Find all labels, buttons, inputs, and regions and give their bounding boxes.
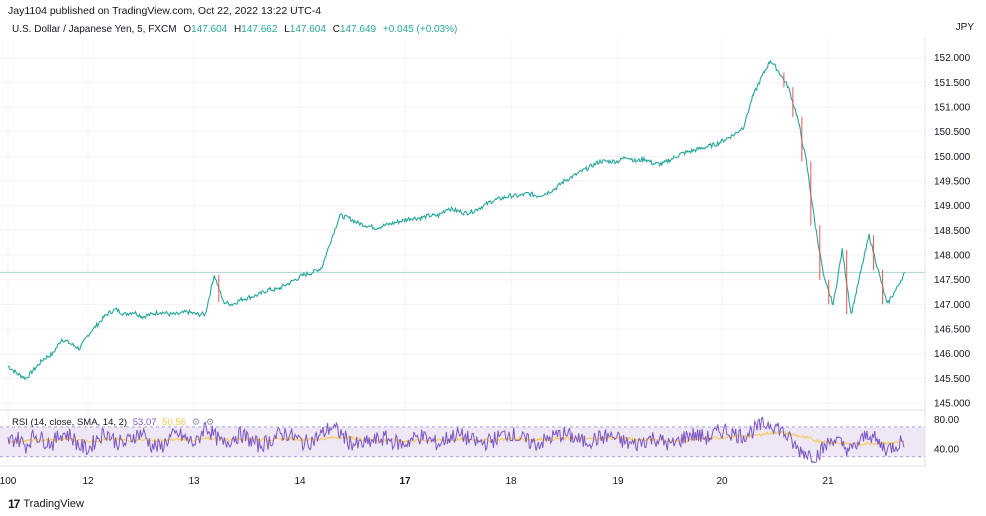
rsi-value: 53.07 — [132, 417, 157, 428]
time-tick-label: 18 — [505, 476, 517, 487]
low-label: L — [284, 24, 290, 35]
time-tick-label: 12 — [82, 476, 94, 487]
price-line — [7, 59, 906, 381]
price-tick-label: 149.500 — [934, 177, 971, 188]
price-tick-label: 148.000 — [934, 251, 971, 262]
rsi-tick-label: 80.00 — [934, 415, 959, 426]
published-caption: Jay1104 published on TradingView.com, Oc… — [8, 5, 322, 17]
rsi-legend: RSI (14, close, SMA, 14, 2) 53.07 50.56 … — [12, 417, 214, 428]
price-tick-label: 145.000 — [934, 399, 971, 410]
settings-icon[interactable]: ⚙ — [191, 417, 201, 428]
time-tick-label: 13 — [188, 476, 200, 487]
price-tick-label: 151.000 — [934, 103, 971, 114]
price-tick-label: 146.500 — [934, 325, 971, 336]
price-tick-label: 145.500 — [934, 374, 971, 385]
y-axis-ticks: 152.000 151.500 151.000 150.500 150.000 149.5… — [934, 53, 971, 455]
rsi-sma-line — [7, 430, 904, 447]
price-tick-label: 146.000 — [934, 349, 971, 360]
time-tick-label: 21 — [822, 476, 834, 487]
open-label: O — [183, 24, 192, 35]
time-tick-label: 100 — [0, 476, 17, 487]
rsi-tick-label: 40.00 — [934, 445, 959, 456]
open-value: 147.604 — [191, 24, 228, 35]
high-label: H — [234, 24, 242, 35]
price-tick-label: 152.000 — [934, 53, 971, 64]
currency-label: JPY — [955, 22, 974, 33]
settings-icon[interactable]: ⚙ — [205, 417, 215, 428]
price-series — [7, 59, 906, 381]
rsi-sma-value: 50.56 — [162, 417, 186, 428]
symbol-legend: U.S. Dollar / Japanese Yen, 5, FXCM O147… — [12, 24, 457, 35]
grid-lines — [0, 38, 925, 464]
price-tick-label: 151.500 — [934, 78, 971, 89]
change-value: +0.045 (+0.03%) — [382, 24, 458, 35]
price-tick-label: 148.500 — [934, 226, 971, 237]
price-tick-label: 149.000 — [934, 201, 971, 212]
rsi-series — [7, 416, 905, 464]
time-tick-label: 17 — [399, 476, 411, 487]
rsi-label: RSI (14, close, SMA, 14, 2) — [12, 417, 128, 428]
symbol-name: U.S. Dollar / Japanese Yen, 5, FXCM — [12, 24, 177, 35]
price-tick-label: 147.000 — [934, 300, 971, 311]
rsi-line — [7, 416, 905, 464]
x-axis-ticks: 100 12 13 14 17 18 19 20 21 — [0, 476, 834, 487]
price-tick-label: 147.500 — [934, 275, 971, 286]
tradingview-logo-text: TradingView — [23, 498, 84, 510]
high-value: 147.662 — [241, 24, 278, 35]
time-tick-label: 14 — [294, 476, 306, 487]
price-tick-label: 150.500 — [934, 127, 971, 138]
close-label: C — [332, 24, 340, 35]
price-tick-label: 150.000 — [934, 152, 971, 163]
tradingview-logo-icon: 17 — [8, 497, 20, 511]
low-value: 147.604 — [289, 24, 326, 35]
time-tick-label: 19 — [612, 476, 624, 487]
time-tick-label: 20 — [716, 476, 728, 487]
close-value: 147.649 — [339, 24, 377, 35]
tradingview-footer: 17 TradingView — [8, 497, 84, 511]
